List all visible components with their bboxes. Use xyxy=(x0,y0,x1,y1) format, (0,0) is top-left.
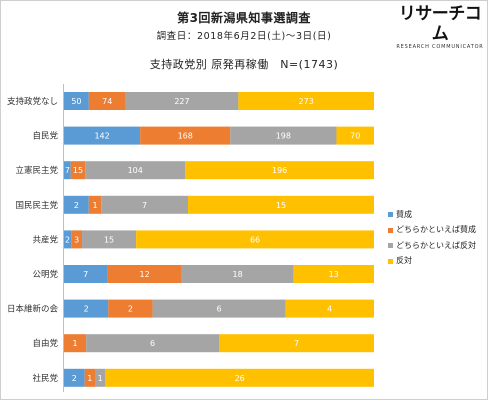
bar-segment xyxy=(285,299,374,318)
legend-item: 賛成 xyxy=(388,207,476,223)
data-label: 2 xyxy=(74,201,79,210)
bar-segment xyxy=(64,299,109,318)
bar-segment xyxy=(64,195,89,214)
data-label: 196 xyxy=(272,166,287,175)
data-label: 12 xyxy=(140,270,150,279)
data-label: 6 xyxy=(150,339,155,348)
data-label: 70 xyxy=(350,132,360,141)
legend-label: 賛成 xyxy=(396,209,412,219)
bar-segment xyxy=(88,92,126,110)
data-label: 6 xyxy=(216,305,221,314)
data-label: 15 xyxy=(73,166,83,175)
bar-segment xyxy=(70,161,86,180)
bar-segment xyxy=(238,92,374,110)
bar-segment xyxy=(336,126,374,145)
data-label: 2 xyxy=(72,374,77,383)
bar-segment xyxy=(86,334,220,353)
data-label: 104 xyxy=(128,166,143,175)
bar-segment xyxy=(64,368,85,387)
data-label: 2 xyxy=(65,235,70,244)
bar-segment xyxy=(105,368,374,387)
legend-swatch xyxy=(388,258,393,264)
legend-label: どちらかといえば賛成 xyxy=(396,225,476,235)
bar-segment xyxy=(82,230,137,249)
category-label: 立憲民主党 xyxy=(15,165,58,176)
data-label: 3 xyxy=(74,235,79,244)
data-label: 13 xyxy=(329,270,339,279)
bar-segment xyxy=(230,126,337,145)
data-label: 15 xyxy=(276,201,286,210)
legend-item: どちらかといえば賛成 xyxy=(388,223,476,239)
legend-swatch xyxy=(388,212,393,218)
category-label: 自民党 xyxy=(32,131,58,142)
data-label: 1 xyxy=(98,374,103,383)
category-label: 共産党 xyxy=(32,234,58,245)
data-label: 7 xyxy=(83,270,88,279)
category-label: 国民民主党 xyxy=(15,200,58,211)
category-label: 社民党 xyxy=(32,373,58,384)
data-label: 1 xyxy=(87,374,92,383)
logo-sub-text: RESEARCH COMMUNICATOR xyxy=(396,44,484,50)
data-label: 198 xyxy=(276,132,291,141)
bar-segment xyxy=(125,92,239,110)
bar-segment xyxy=(95,368,106,387)
bar-segment xyxy=(107,265,182,283)
data-label: 18 xyxy=(233,270,243,279)
legend-swatch xyxy=(388,243,393,249)
data-label: 15 xyxy=(104,235,114,244)
data-label: 168 xyxy=(178,132,193,141)
bar-segment xyxy=(152,299,286,318)
logo-main-text: リサーチコム xyxy=(398,4,482,44)
data-label: 7 xyxy=(65,166,70,175)
bar-segment xyxy=(88,195,102,214)
bar-segment xyxy=(188,195,374,214)
data-label: 26 xyxy=(235,374,245,383)
bar-segment xyxy=(64,334,87,353)
data-label: 2 xyxy=(84,305,89,314)
bar-segment xyxy=(85,161,186,180)
data-label: 7 xyxy=(294,339,299,348)
bar-segment xyxy=(101,195,188,214)
bar-segment xyxy=(219,334,374,353)
survey-title: 第3回新潟県知事選調査 xyxy=(177,11,311,25)
data-label: 1 xyxy=(92,201,97,210)
bar-segment xyxy=(136,230,374,249)
bar-segment xyxy=(64,126,141,145)
category-label: 日本維新の会 xyxy=(7,304,59,315)
legend-label: どちらかといえば反対 xyxy=(396,240,476,250)
category-label: 自由党 xyxy=(32,338,58,349)
bar-segment xyxy=(64,161,71,180)
bar-segment xyxy=(140,126,231,145)
chart-title: 支持政党別 原発再稼働 N=(1743) xyxy=(149,58,339,71)
data-label: 74 xyxy=(102,97,112,106)
bar-segment xyxy=(64,265,108,283)
chart-legend: 賛成どちらかといえば賛成 どちらかといえば反対 反対 xyxy=(388,207,476,269)
survey-date: 調査日：2018年6月2日(土)〜3日(日) xyxy=(156,31,332,42)
data-label: 273 xyxy=(299,97,314,106)
bar-segment xyxy=(293,265,374,283)
data-label: 7 xyxy=(142,201,147,210)
data-label: 4 xyxy=(327,305,332,314)
brand-logo: リサーチコム RESEARCH COMMUNICATOR xyxy=(396,4,484,51)
bar-segment xyxy=(108,299,153,318)
bar-segment xyxy=(185,161,374,180)
data-label: 1 xyxy=(73,339,78,348)
data-label: 50 xyxy=(71,97,81,106)
legend-item: どちらかといえば反対 xyxy=(388,238,476,254)
data-label: 2 xyxy=(128,305,133,314)
data-label: 66 xyxy=(250,235,260,244)
data-label: 227 xyxy=(174,97,189,106)
bar-segment xyxy=(71,230,83,249)
legend-item: 反対 xyxy=(388,254,476,270)
category-label: 公明党 xyxy=(32,269,58,280)
bar-segment xyxy=(181,265,294,283)
bar-segment xyxy=(64,92,89,110)
bar-segment xyxy=(84,368,95,387)
legend-swatch xyxy=(388,227,393,233)
legend-label: 反対 xyxy=(396,256,412,266)
bar-segment xyxy=(64,230,72,249)
data-label: 142 xyxy=(94,132,109,141)
category-label: 支持政党なし xyxy=(7,96,58,107)
